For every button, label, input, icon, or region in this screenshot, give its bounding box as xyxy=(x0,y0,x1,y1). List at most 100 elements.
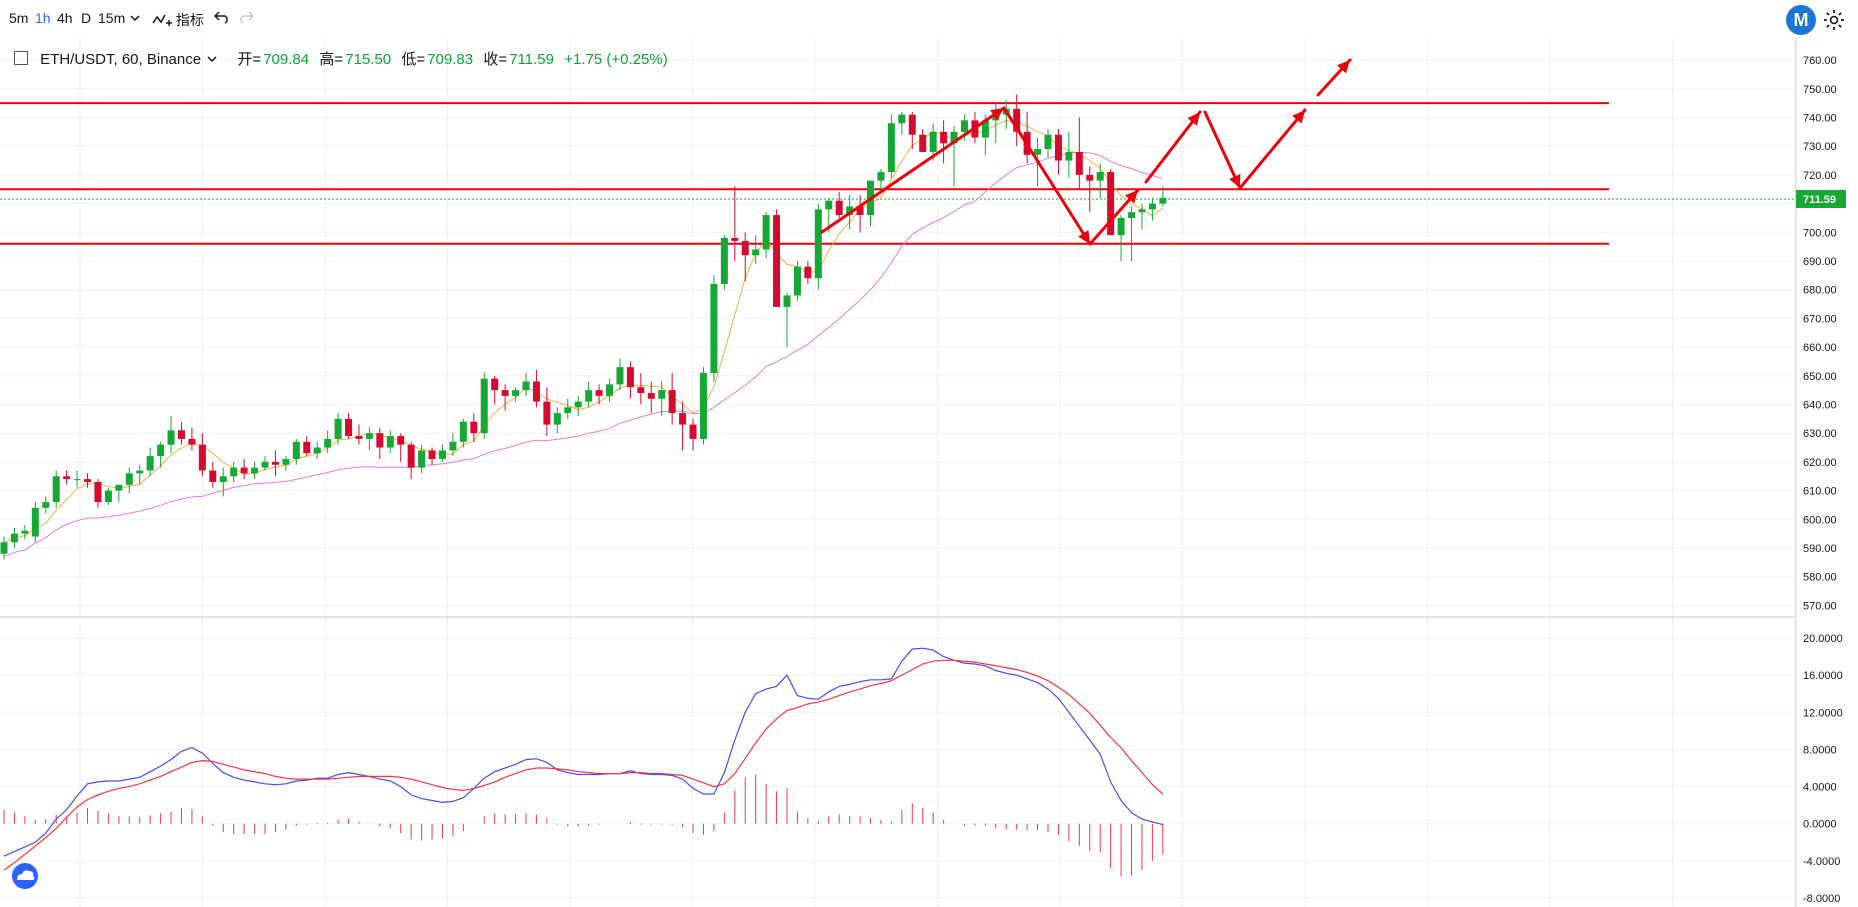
candle-body xyxy=(104,490,112,503)
arrow-stroke xyxy=(1144,110,1202,184)
macd-tick-label: 16.0000 xyxy=(1803,670,1843,682)
candle-body xyxy=(94,481,102,503)
candle-body xyxy=(1138,209,1146,213)
candle-body xyxy=(459,421,467,442)
candle-body xyxy=(606,384,614,396)
candle-body xyxy=(752,249,760,256)
candle-body xyxy=(1044,134,1052,150)
candle-body xyxy=(835,200,843,216)
candle-body xyxy=(386,436,394,448)
candle-body xyxy=(1034,149,1042,155)
candle-body xyxy=(31,507,39,537)
ma-fast-line xyxy=(3,119,1164,543)
candle-body xyxy=(679,413,687,425)
interval-1h[interactable]: 1h xyxy=(35,10,51,26)
interval-4h[interactable]: 4h xyxy=(57,10,73,26)
candle-body xyxy=(21,530,29,534)
candle-body xyxy=(658,390,666,399)
candle-body xyxy=(720,238,728,284)
candle-body xyxy=(689,424,697,439)
arrow-head xyxy=(1292,110,1305,124)
open-label: 开= xyxy=(237,51,262,68)
arrow-stroke xyxy=(1002,106,1092,246)
candle-body xyxy=(1054,134,1062,161)
current-price-badge xyxy=(1796,190,1846,209)
candle-body xyxy=(1159,197,1167,204)
candle-body xyxy=(42,502,50,508)
candle-body xyxy=(553,413,561,425)
candle-body xyxy=(428,450,436,460)
arrow-head xyxy=(1229,174,1241,188)
macd-tick-label: -8.0000 xyxy=(1803,893,1840,905)
indicators-button[interactable]: 指标 xyxy=(152,10,204,30)
symbol-name[interactable]: ETH/USDT, 60, Binance xyxy=(40,51,202,68)
low-label: 低= xyxy=(401,51,426,68)
candle-body xyxy=(209,470,217,482)
candle-body xyxy=(397,436,405,445)
candle-body xyxy=(898,114,906,124)
candle-body xyxy=(741,240,749,256)
top-toolbar: 5m 1h 4h D 15m 指标 M xyxy=(0,0,1858,38)
chevron-down-icon[interactable] xyxy=(130,10,140,26)
interval-d[interactable]: D xyxy=(81,10,92,26)
candle-body xyxy=(1107,172,1115,236)
redo-icon[interactable] xyxy=(238,10,255,27)
macd-tick-label: 12.0000 xyxy=(1803,707,1843,719)
candle-body xyxy=(1096,172,1104,181)
settings-icon[interactable] xyxy=(1822,8,1846,32)
candle-body xyxy=(407,444,415,468)
candle-body xyxy=(10,533,18,543)
ma-slow-line xyxy=(3,151,1163,558)
candle-body xyxy=(84,479,92,482)
candle-body xyxy=(637,387,645,394)
candle-body xyxy=(324,438,332,448)
candle-body xyxy=(125,473,133,485)
annotation-arrows xyxy=(820,58,1352,246)
candle-body xyxy=(355,436,363,439)
candle-body xyxy=(585,390,593,402)
candle-body xyxy=(512,390,520,396)
price-tick-label: 590.00 xyxy=(1803,543,1837,555)
price-tick-label: 620.00 xyxy=(1803,457,1837,469)
indicators-label: 指标 xyxy=(175,12,204,28)
candle-body xyxy=(167,430,175,445)
close-label: 收= xyxy=(483,51,508,68)
candle-body xyxy=(762,215,770,250)
interval-5m[interactable]: 5m xyxy=(9,10,29,26)
candle-body xyxy=(345,418,353,437)
candle-body xyxy=(574,401,582,408)
candle-body xyxy=(271,461,279,465)
close-value: 711.59 xyxy=(509,51,554,68)
candle-body xyxy=(449,441,457,451)
candle-body xyxy=(699,372,707,439)
candle-body xyxy=(365,433,373,439)
expand-icon[interactable] xyxy=(14,51,28,65)
price-tick-label: 720.00 xyxy=(1803,170,1837,182)
macd-line xyxy=(3,647,1163,857)
chevron-down-icon[interactable] xyxy=(207,54,217,64)
price-axis: 760.00750.00740.00730.00720.00710.00700.… xyxy=(1795,38,1858,907)
candle-body xyxy=(981,120,989,138)
candle-body xyxy=(783,295,791,307)
undo-icon[interactable] xyxy=(213,10,230,27)
candle-body xyxy=(240,467,248,474)
candle-body xyxy=(219,476,227,482)
candle-body xyxy=(177,430,185,439)
arrow-head xyxy=(1078,230,1090,244)
interval-15m[interactable]: 15m xyxy=(98,10,126,26)
horizontal-level-lines xyxy=(0,102,1796,245)
candle-body xyxy=(1128,212,1136,218)
price-tick-label: 730.00 xyxy=(1803,141,1837,153)
candle-body xyxy=(480,378,488,434)
price-tick-label: 760.00 xyxy=(1803,55,1837,67)
cloud-icon[interactable] xyxy=(12,863,38,889)
candle-body xyxy=(940,131,948,144)
grid-lines xyxy=(0,38,1858,907)
candle-body xyxy=(1065,151,1073,161)
change-value: +1.75 (+0.25%) xyxy=(564,51,668,68)
arrow-stroke xyxy=(1238,108,1307,190)
candle-body xyxy=(292,441,300,460)
candle-body xyxy=(146,456,154,471)
brand-logo-icon[interactable]: M xyxy=(1786,5,1816,35)
